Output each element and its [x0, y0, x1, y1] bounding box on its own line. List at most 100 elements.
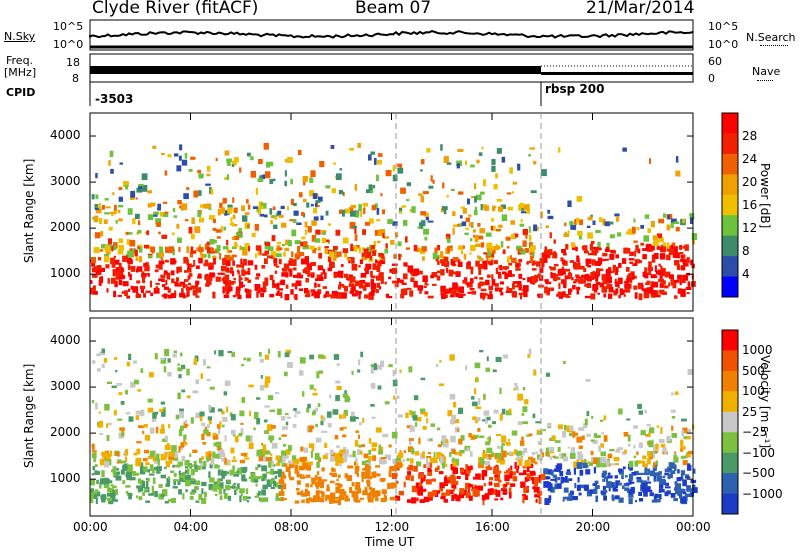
scatter-cell — [164, 444, 171, 451]
scatter-cell — [94, 471, 100, 475]
scatter-cell — [413, 465, 418, 472]
scatter-cell — [587, 232, 593, 239]
scatter-cell — [537, 491, 540, 496]
scatter-cell — [590, 439, 595, 442]
scatter-cell — [232, 214, 236, 219]
scatter-cell — [541, 169, 547, 177]
scatter-cell — [163, 366, 167, 373]
scatter-cell — [256, 291, 259, 298]
scatter-cell — [117, 294, 122, 297]
scatter-cell — [206, 424, 211, 429]
scatter-cell — [274, 283, 279, 288]
scatter-cell — [181, 159, 188, 166]
scatter-cell — [550, 486, 555, 493]
scatter-cell — [486, 447, 493, 454]
scatter-cell — [227, 207, 232, 214]
scatter-cell — [132, 471, 136, 477]
scatter-cell — [540, 211, 543, 218]
scatter-cell — [399, 210, 402, 214]
scatter-cell — [417, 486, 423, 492]
scatter-cell — [371, 442, 378, 447]
scatter-cell — [164, 500, 169, 504]
scatter-cell — [126, 258, 132, 264]
scatter-cell — [609, 270, 615, 274]
scatter-cell — [597, 241, 601, 248]
scatter-cell — [93, 215, 99, 222]
scatter-cell — [478, 152, 483, 156]
scatter-cell — [679, 278, 682, 286]
scatter-cell — [193, 358, 197, 365]
scatter-cell — [464, 489, 467, 494]
scatter-cell — [479, 191, 485, 195]
scatter-cell — [311, 477, 317, 485]
scatter-cell — [682, 274, 689, 281]
scatter-cell — [370, 271, 373, 278]
scatter-cell — [477, 235, 484, 240]
scatter-cell — [576, 436, 583, 443]
scatter-cell — [674, 481, 678, 485]
scatter-cell — [638, 442, 643, 448]
scatter-cell — [414, 422, 418, 427]
scatter-cell — [450, 188, 455, 191]
scatter-cell — [440, 269, 445, 276]
scatter-cell — [121, 291, 127, 294]
scatter-cell — [115, 273, 121, 280]
scatter-cell — [359, 450, 363, 455]
scatter-cell — [299, 457, 306, 463]
scatter-cell — [360, 351, 364, 358]
scatter-cell — [130, 265, 136, 272]
scatter-cell — [91, 194, 95, 200]
scatter-cell — [101, 451, 107, 456]
freq-tick-bottom: 8 — [72, 72, 79, 85]
scatter-cell — [301, 490, 304, 494]
scatter-cell — [318, 196, 323, 202]
scatter-cell — [370, 367, 374, 374]
scatter-cell — [228, 280, 232, 287]
scatter-cell — [387, 454, 392, 461]
scatter-cell — [120, 266, 123, 274]
scatter-cell — [289, 476, 295, 481]
scatter-cell — [186, 287, 190, 293]
scatter-cell — [681, 488, 684, 492]
scatter-cell — [479, 277, 484, 280]
scatter-cell — [522, 421, 529, 425]
scatter-cell — [125, 253, 132, 259]
scatter-cell — [145, 478, 150, 481]
scatter-cell — [271, 443, 278, 449]
scatter-cell — [614, 475, 618, 479]
scatter-cell — [350, 257, 355, 264]
scatter-cell — [395, 233, 399, 236]
scatter-cell — [127, 464, 133, 470]
scatter-cell — [182, 493, 185, 500]
scatter-cell — [138, 184, 142, 190]
scatter-cell — [271, 425, 276, 429]
scatter-cell — [499, 281, 505, 285]
scatter-cell — [524, 248, 529, 253]
scatter-cell — [147, 190, 153, 194]
scatter-cell — [227, 350, 233, 354]
scatter-cell — [405, 475, 411, 481]
scatter-cell — [273, 258, 278, 264]
scatter-cell — [453, 402, 457, 408]
scatter-cell — [491, 165, 496, 172]
scatter-cell — [585, 465, 589, 468]
scatter-cell — [248, 442, 254, 449]
scatter-cell — [487, 453, 492, 460]
scatter-cell — [450, 259, 456, 266]
scatter-cell — [364, 294, 369, 299]
scatter-cell — [155, 264, 160, 269]
scatter-cell — [624, 449, 627, 454]
scatter-cell — [178, 446, 181, 453]
scatter-cell — [144, 434, 150, 441]
scatter-cell — [161, 424, 165, 431]
scatter-cell — [475, 376, 479, 382]
scatter-cell — [241, 205, 245, 212]
scatter-cell — [521, 208, 525, 211]
scatter-cell — [358, 444, 362, 448]
scatter-cell — [231, 246, 237, 249]
scatter-cell — [483, 264, 488, 270]
scatter-cell — [369, 491, 372, 496]
scatter-cell — [649, 470, 655, 477]
scatter-cell — [482, 449, 486, 454]
scatter-cell — [680, 470, 686, 476]
